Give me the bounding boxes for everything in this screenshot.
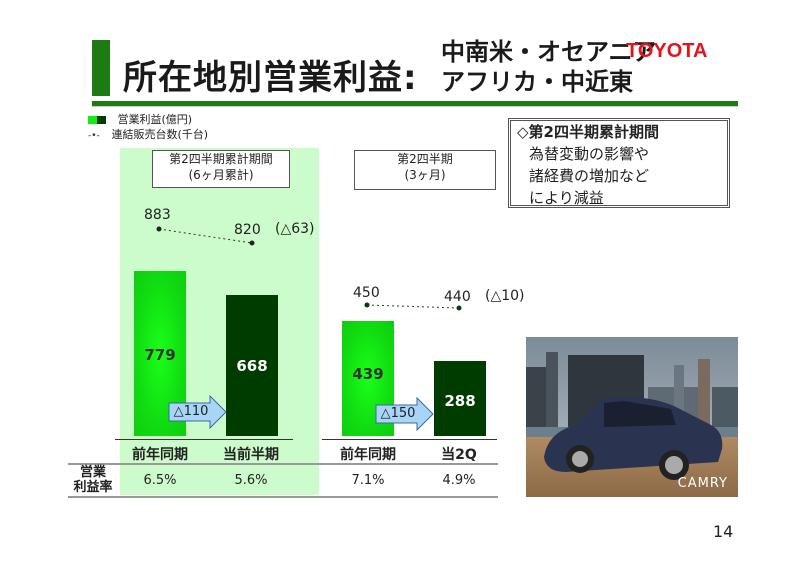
margin-value: 5.6%	[234, 473, 268, 488]
brand-logo: TOYOTA	[626, 40, 708, 62]
group1-period-box: 第2四半期累計期間 (6ヶ月累計)	[152, 150, 290, 188]
commentary-line: 諸経費の増加など	[529, 167, 650, 185]
page-title: 所在地別営業利益:	[123, 58, 418, 98]
header-rule	[92, 101, 738, 107]
change-arrow-group2	[375, 397, 434, 431]
group2-box-line1: 第2四半期	[397, 152, 453, 166]
region-line-2: アフリカ・中近東	[441, 68, 633, 96]
legend-profit: 営業利益(億円)	[88, 111, 192, 127]
bar-value: 288	[444, 392, 476, 410]
bar-value: 779	[144, 346, 176, 364]
commentary-line: により減益	[529, 189, 604, 207]
margin-row-label: 営業 利益率	[68, 465, 118, 495]
camry-photo: CAMRY	[526, 337, 738, 497]
page-number: 14	[713, 522, 734, 541]
bar-group1-curr: 668	[226, 295, 278, 436]
group1-units-curr: 820	[234, 222, 261, 238]
axis-group2	[322, 439, 497, 440]
margin-row-bottom-rule	[68, 496, 498, 498]
change-arrow-group1	[168, 395, 227, 429]
bar-group2-curr: 288	[434, 361, 486, 436]
commentary-line: 為替変動の影響や	[529, 145, 650, 163]
group2-units-change: (△10)	[485, 288, 525, 304]
margin-value: 4.9%	[442, 473, 476, 488]
margin-label-line2: 利益率	[73, 480, 113, 495]
margin-value: 6.5%	[143, 473, 177, 488]
group2-units-prev: 450	[353, 285, 380, 301]
group1-units-change: (△63)	[275, 221, 315, 237]
category-label: 前年同期	[340, 447, 396, 463]
group2-period-box: 第2四半期 (3ヶ月)	[354, 150, 496, 190]
commentary-title: ◇第2四半期累計期間	[517, 123, 659, 141]
title-accent-bar	[92, 40, 110, 96]
legend-units-label: 連結販売台数(千台)	[111, 128, 209, 141]
change-label-group1: △110	[173, 404, 209, 419]
group2-units-curr: 440	[444, 289, 471, 305]
legend-light-swatch	[88, 116, 97, 124]
group1-box-line2: (6ヶ月累計)	[188, 168, 254, 182]
commentary-box: ◇第2四半期累計期間 為替変動の影響や 諸経費の増加など により減益	[508, 118, 730, 208]
region-title: 中南米・オセアニア アフリカ・中近東	[441, 37, 657, 97]
category-label: 当2Q	[441, 447, 477, 463]
legend-units: -•- 連結販売台数(千台)	[88, 126, 208, 142]
category-label: 当前半期	[223, 447, 279, 463]
region-line-1: 中南米・オセアニア	[441, 38, 657, 66]
group2-box-line2: (3ヶ月)	[404, 168, 446, 182]
margin-label-line1: 営業	[79, 465, 106, 480]
group1-units-prev: 883	[144, 207, 171, 223]
group1-box-line1: 第2四半期累計期間	[169, 152, 273, 166]
legend-dotted-icon: -•-	[88, 131, 100, 141]
photo-caption: CAMRY	[677, 476, 728, 491]
change-label-group2: △150	[380, 406, 416, 421]
legend-dark-swatch	[97, 116, 106, 124]
margin-row-top-rule	[68, 463, 498, 465]
axis-group1	[115, 439, 293, 440]
car-image-icon	[526, 337, 738, 497]
legend-profit-label: 営業利益(億円)	[117, 113, 193, 126]
bar-value: 439	[352, 365, 384, 383]
margin-value: 7.1%	[351, 473, 385, 488]
bar-value: 668	[236, 357, 268, 375]
category-label: 前年同期	[132, 447, 188, 463]
